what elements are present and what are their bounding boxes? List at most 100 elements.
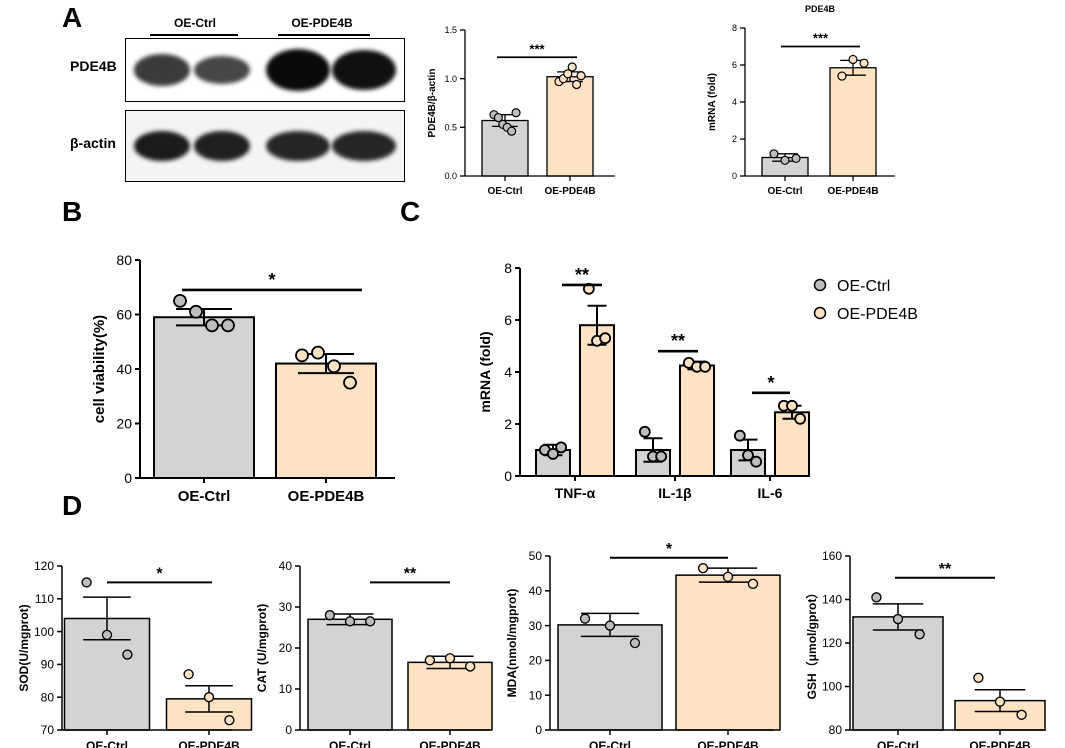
data-point bbox=[892, 613, 904, 625]
y-tick-label: 100 bbox=[34, 625, 54, 639]
blot-band bbox=[134, 54, 190, 86]
y-tick-label: 40 bbox=[529, 584, 543, 598]
blot-band bbox=[266, 49, 330, 91]
panel-label-a: A bbox=[62, 2, 83, 33]
y-tick-label: 2 bbox=[504, 416, 512, 432]
y-tick-label: 0 bbox=[732, 171, 737, 181]
data-point bbox=[507, 126, 517, 136]
blot-band bbox=[134, 131, 190, 161]
y-tick-label: 20 bbox=[529, 654, 543, 668]
data-point bbox=[295, 348, 309, 363]
blot-pde4b bbox=[125, 38, 405, 102]
y-axis-label: mRNA (fold) bbox=[477, 331, 493, 412]
data-point bbox=[364, 616, 376, 627]
x-tick-label: IL-6 bbox=[758, 485, 783, 501]
data-point bbox=[567, 62, 577, 72]
data-point bbox=[221, 318, 235, 333]
data-point bbox=[444, 653, 456, 664]
data-point bbox=[122, 649, 133, 660]
bar bbox=[153, 316, 255, 479]
y-tick-label: 110 bbox=[35, 592, 54, 606]
data-point bbox=[794, 412, 807, 425]
x-tick-label: OE-Ctrl bbox=[488, 186, 523, 197]
y-tick-label: 40 bbox=[279, 559, 293, 573]
y-tick-label: 8 bbox=[504, 260, 512, 276]
y-tick-label: 0 bbox=[285, 723, 292, 737]
significance-label: *** bbox=[529, 41, 545, 56]
y-tick-label: 8 bbox=[732, 23, 737, 33]
y-tick-label: 0.5 bbox=[444, 122, 457, 132]
data-point bbox=[576, 71, 586, 81]
y-tick-label: 160 bbox=[822, 549, 842, 563]
data-point bbox=[750, 455, 763, 468]
data-point bbox=[733, 429, 746, 442]
y-tick-label: 120 bbox=[822, 636, 842, 650]
bar bbox=[275, 362, 377, 479]
blot-band bbox=[194, 131, 250, 161]
chart-d2-cat: 0 10 20 30 40 OE-Ctrl OE-PDE4B CAT (U/mgprot) ** bbox=[255, 559, 493, 748]
blot-actin bbox=[125, 110, 405, 182]
y-tick-label: 20 bbox=[279, 641, 293, 655]
x-tick-label: OE-Ctrl bbox=[589, 739, 631, 748]
y-tick-label: 4 bbox=[504, 364, 512, 380]
data-point bbox=[837, 71, 847, 81]
data-point bbox=[327, 359, 341, 374]
significance-label: * bbox=[156, 565, 163, 582]
chart-b-cell-viability: 0 20 40 60 80 OE-Ctrl OE-PDE4B cell viability(%… bbox=[91, 252, 395, 505]
data-point bbox=[205, 318, 219, 333]
data-point bbox=[572, 79, 582, 90]
chart-d3-mda: 0 10 20 30 40 50 OE-Ctrl OE-PDE4B MDA(nmol/mgpro… bbox=[505, 541, 781, 748]
y-tick-label: 140 bbox=[822, 593, 842, 607]
y-axis-label: cell viability(%) bbox=[91, 315, 108, 423]
y-tick-label: 80 bbox=[829, 723, 843, 737]
chart-a1-pde4b-protein: 0.0 0.5 1.0 1.5 OE-Ctrl OE-PDE4B PDE4B/β-actin… bbox=[427, 25, 615, 197]
data-point bbox=[189, 304, 203, 319]
data-point bbox=[81, 577, 92, 588]
wb-row-label-pde4b: PDE4B bbox=[70, 58, 117, 74]
significance-label: ** bbox=[671, 331, 685, 351]
data-point bbox=[655, 450, 668, 463]
chart-d1-sod: 70 80 90 100 110 120 OE-Ctrl OE-PDE4B SOD(U/mgpr… bbox=[17, 559, 253, 748]
x-tick-label: OE-PDE4B bbox=[178, 739, 240, 748]
data-point bbox=[629, 637, 641, 649]
y-axis-label: PDE4B/β-actin bbox=[427, 69, 438, 138]
data-point bbox=[604, 620, 616, 631]
wb-group-label-ctrl: OE-Ctrl bbox=[174, 16, 216, 30]
bar bbox=[407, 661, 493, 731]
y-tick-label: 0.0 bbox=[444, 171, 457, 181]
data-point bbox=[1016, 709, 1027, 720]
significance-label: *** bbox=[813, 31, 829, 46]
legend-marker bbox=[813, 278, 827, 292]
data-point bbox=[769, 149, 779, 159]
y-tick-label: 10 bbox=[529, 688, 543, 702]
data-point bbox=[697, 563, 709, 574]
y-tick-label: 30 bbox=[529, 619, 543, 633]
data-point bbox=[424, 655, 436, 666]
x-tick-label: OE-PDE4B bbox=[544, 186, 595, 197]
data-point bbox=[780, 155, 790, 165]
data-point bbox=[343, 375, 357, 390]
chart-title: PDE4B bbox=[805, 4, 836, 14]
x-tick-label: OE-Ctrl bbox=[86, 739, 128, 748]
x-tick-label: IL-1β bbox=[658, 485, 692, 501]
data-point bbox=[579, 613, 591, 624]
legend-label: OE-PDE4B bbox=[837, 306, 918, 323]
x-tick-label: OE-Ctrl bbox=[329, 739, 371, 748]
data-point bbox=[786, 399, 798, 412]
y-axis-label: mRNA (fold) bbox=[707, 73, 718, 131]
legend-marker bbox=[813, 306, 827, 320]
significance-label: ** bbox=[575, 265, 589, 285]
bar bbox=[852, 616, 944, 731]
data-point bbox=[493, 113, 503, 123]
y-tick-label: 120 bbox=[34, 559, 54, 573]
y-tick-label: 4 bbox=[732, 97, 737, 107]
chart-d4-gsh: 80 100 120 140 160 OE-Ctrl OE-PDE4B GSH（μmol/gp… bbox=[804, 549, 1046, 748]
y-tick-label: 50 bbox=[529, 549, 543, 563]
wb-group-line-ctrl bbox=[150, 34, 238, 36]
wb-group-label-pde4b: OE-PDE4B bbox=[291, 16, 353, 30]
data-point bbox=[101, 629, 113, 641]
data-point bbox=[547, 447, 559, 460]
y-tick-label: 6 bbox=[504, 312, 512, 328]
western-blot: OE-Ctrl OE-PDE4B PDE4B β-actin bbox=[0, 0, 410, 190]
data-point bbox=[859, 58, 869, 68]
